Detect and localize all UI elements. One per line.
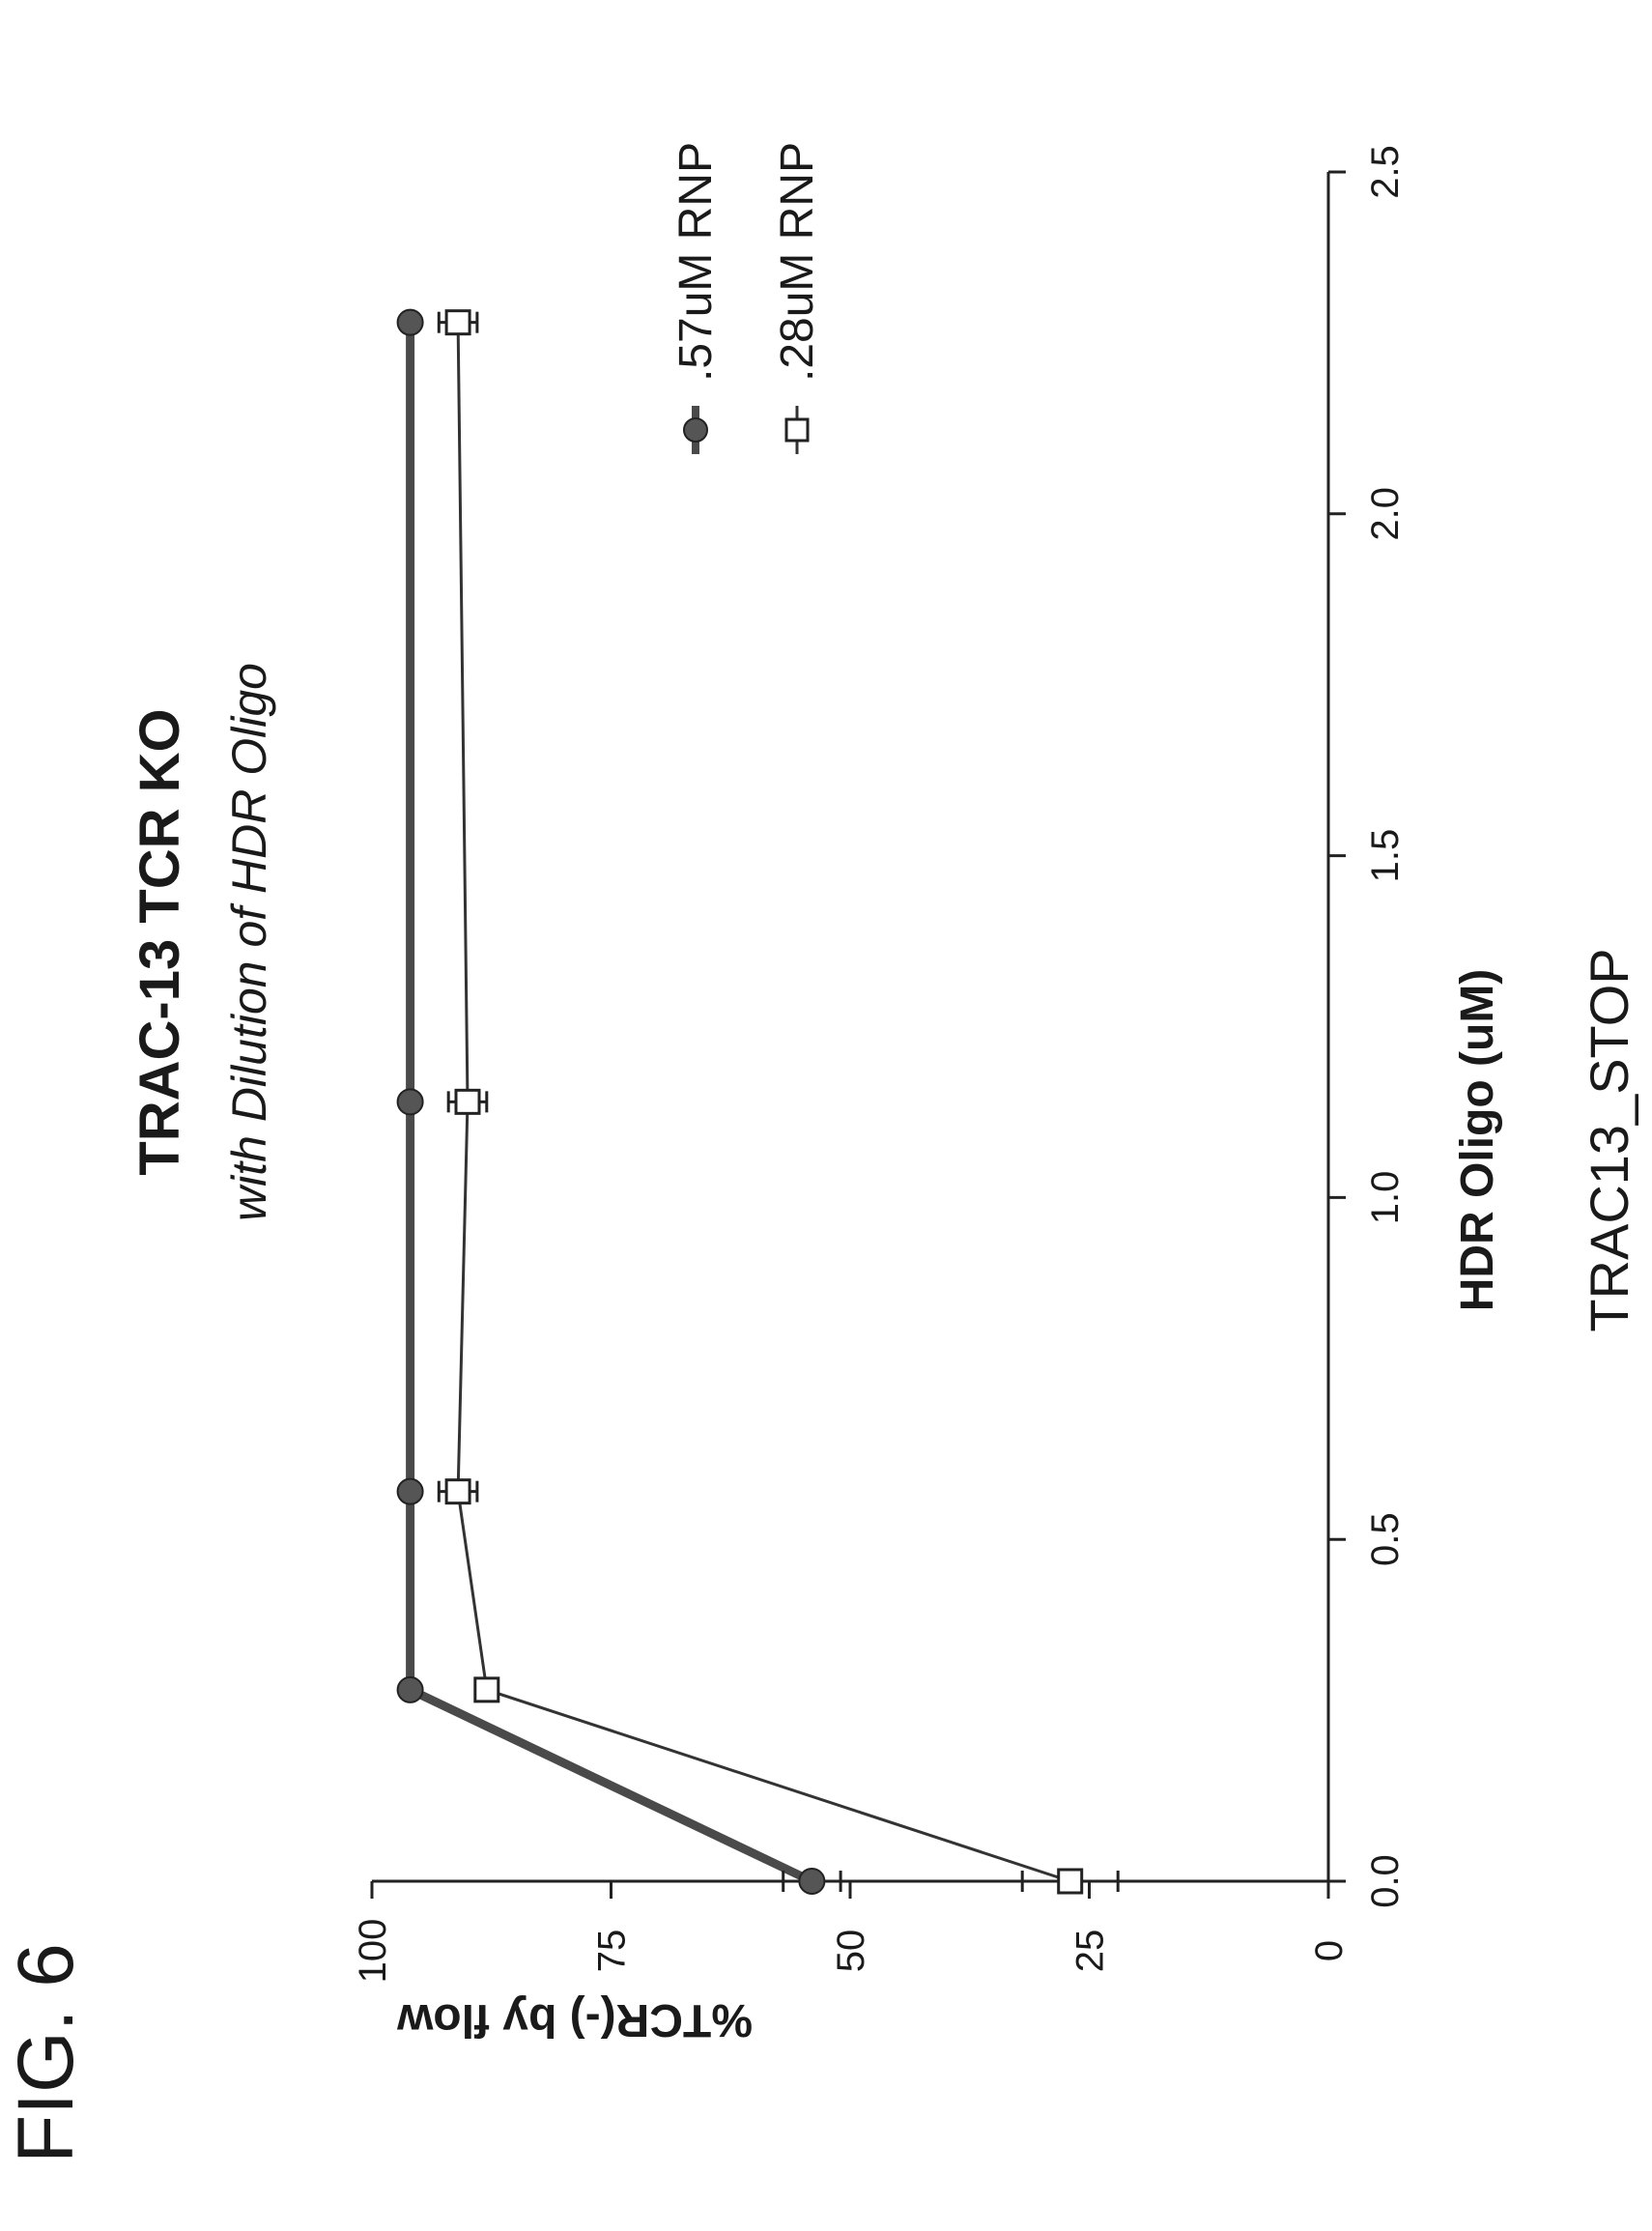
legend-marker	[683, 417, 708, 443]
x-axis-label: HDR Oligo (uM)	[1452, 969, 1503, 1312]
x-tick-label: 2.5	[1364, 145, 1407, 199]
data-point	[454, 1088, 481, 1115]
data-point	[473, 1676, 500, 1703]
data-point	[444, 1478, 471, 1505]
x-axis-sublabel: TRAC13_STOP	[1579, 948, 1639, 1331]
x-tick-label: 0.0	[1364, 1854, 1407, 1908]
axes: 0.0 0.5 1.0 1.5 2.0 2.5 0 25 50 75 100	[352, 145, 1407, 1983]
series-line-2	[456, 322, 1071, 1883]
y-axis-label: %TCR(-) by flow	[396, 1994, 753, 2045]
legend: .57uM RNP .28uM RNP	[670, 142, 823, 454]
data-point	[396, 1088, 424, 1116]
x-tick-label: 1.0	[1364, 1171, 1407, 1225]
x-tick-label: 1.5	[1364, 829, 1407, 883]
series-layer	[396, 308, 1120, 1895]
y-tick-label: 100	[352, 1919, 394, 1984]
data-point	[444, 309, 471, 336]
data-point	[1057, 1868, 1084, 1895]
data-point	[798, 1868, 826, 1895]
legend-marker	[784, 417, 810, 443]
figure-label: FIG. 6	[2, 1943, 90, 2163]
chart-title: TRAC-13 TCR KO	[128, 708, 191, 1175]
y-tick-label: 25	[1069, 1930, 1112, 1973]
legend-label: .28uM RNP	[772, 142, 823, 382]
legend-label: .57uM RNP	[670, 142, 722, 382]
y-tick-label: 50	[830, 1930, 872, 1973]
chart-subtitle: with Dilution of HDR Oligo	[222, 663, 276, 1221]
y-tick-label: 0	[1308, 1940, 1351, 1961]
chart: 0.0 0.5 1.0 1.5 2.0 2.5 0 25 50 75 100 TRAC-13 TCR…	[128, 142, 1639, 2045]
data-point	[396, 1675, 424, 1703]
x-tick-label: 0.5	[1364, 1512, 1407, 1566]
y-tick-label: 75	[591, 1930, 634, 1973]
data-point	[396, 1477, 424, 1505]
data-point	[396, 308, 424, 336]
x-tick-label: 2.0	[1364, 487, 1407, 541]
